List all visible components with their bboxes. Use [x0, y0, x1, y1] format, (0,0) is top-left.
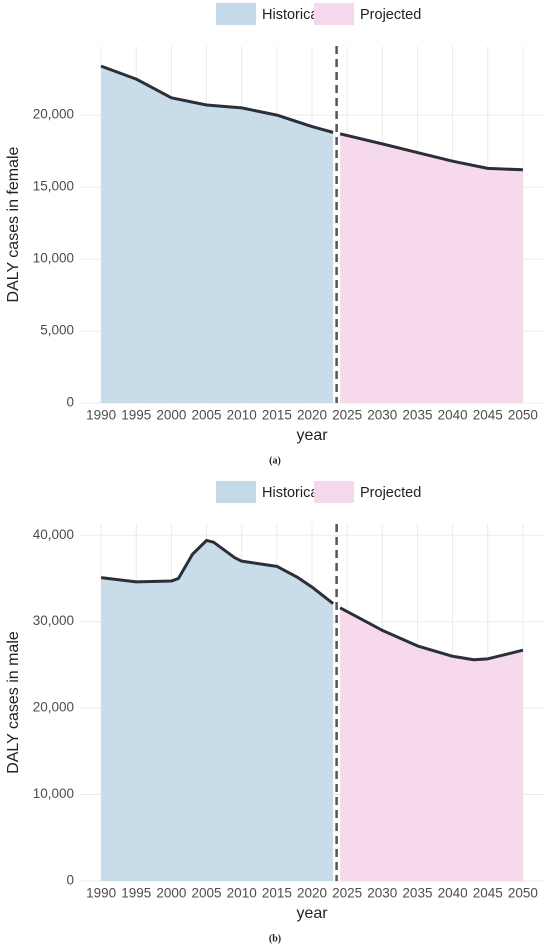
area	[101, 66, 334, 403]
y-tick-label: 20,000	[33, 107, 74, 122]
legend-key	[314, 3, 354, 25]
x-tick-label: 2035	[402, 886, 432, 901]
y-axis-title: DALY cases in male	[5, 631, 22, 774]
x-tick-label: 2020	[297, 408, 327, 423]
x-tick-label: 1995	[121, 408, 151, 423]
y-tick-label: 0	[66, 873, 74, 888]
caption: (b)	[269, 933, 281, 944]
x-axis-title: year	[296, 905, 328, 922]
chart-panel: Historical Projected 0 10,000 20,000 30,000 40…	[5, 481, 544, 944]
line	[100, 64, 334, 134]
x-axis-title: year	[296, 427, 328, 444]
x-tick-label: 2000	[156, 886, 186, 901]
x-tick-label: 2045	[473, 886, 503, 901]
x-tick-label: 2020	[297, 886, 327, 901]
y-tick-label: 40,000	[33, 527, 74, 542]
y-tick-label: 10,000	[33, 786, 74, 801]
x-tick-label: 2015	[262, 886, 292, 901]
x-tick-label: 2005	[192, 408, 222, 423]
line	[339, 132, 523, 172]
x-tick-label: 2025	[332, 408, 362, 423]
x-tick-label: 2040	[438, 886, 468, 901]
legend-label: Projected	[360, 7, 421, 23]
y-tick-label: 30,000	[33, 613, 74, 628]
x-tick-label: 2040	[438, 408, 468, 423]
y-tick-label: 15,000	[33, 179, 74, 194]
legend-key	[314, 481, 354, 503]
y-tick-label: 20,000	[33, 700, 74, 715]
legend-label: Projected	[360, 485, 421, 501]
x-tick-label: 2030	[367, 408, 397, 423]
caption: (a)	[269, 455, 281, 466]
area	[101, 540, 334, 881]
x-tick-label: 2050	[508, 408, 538, 423]
y-axis-title: DALY cases in female	[5, 146, 22, 302]
x-tick-label: 2010	[227, 886, 257, 901]
x-tick-label: 2000	[156, 408, 186, 423]
legend-key	[216, 3, 256, 25]
x-tick-label: 2035	[402, 408, 432, 423]
x-tick-label: 2005	[192, 886, 222, 901]
area	[340, 133, 523, 403]
legend-label: Historical	[262, 7, 322, 23]
legend-label: Historical	[262, 485, 322, 501]
x-tick-label: 2010	[227, 408, 257, 423]
chart-panel: Historical Projected 0 5,000 10,000 15,000 20,…	[5, 3, 544, 466]
x-tick-label: 2030	[367, 886, 397, 901]
x-tick-label: 2045	[473, 408, 503, 423]
x-tick-label: 2050	[508, 886, 538, 901]
area	[340, 607, 523, 881]
x-tick-label: 1990	[86, 886, 116, 901]
line	[339, 606, 524, 662]
y-tick-label: 5,000	[40, 323, 74, 338]
x-tick-label: 1995	[121, 886, 151, 901]
legend-key	[216, 481, 256, 503]
x-tick-label: 2025	[332, 886, 362, 901]
line	[100, 538, 335, 605]
x-tick-label: 1990	[86, 408, 116, 423]
y-tick-label: 0	[66, 395, 74, 410]
x-tick-label: 2015	[262, 408, 292, 423]
y-tick-label: 10,000	[33, 251, 74, 266]
